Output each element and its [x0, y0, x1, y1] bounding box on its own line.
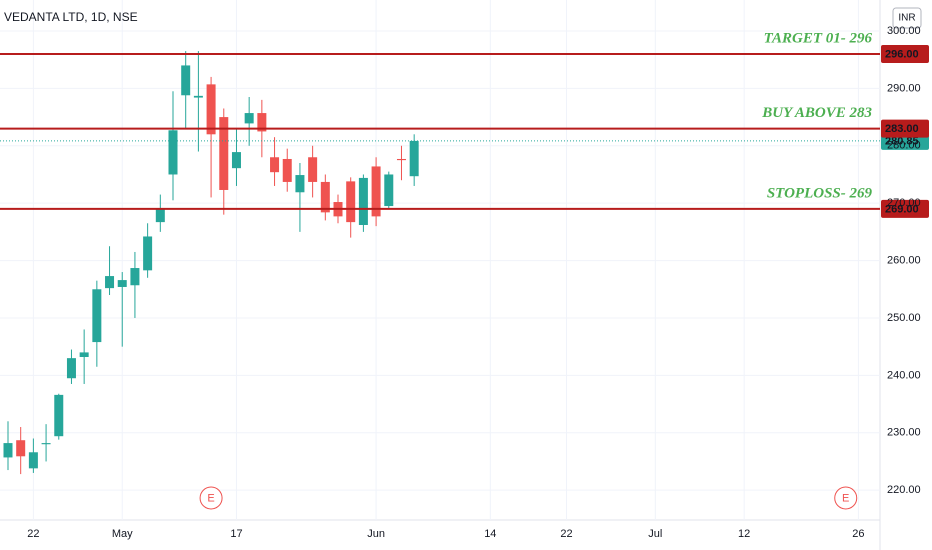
- event-label: E: [207, 492, 214, 504]
- x-tick-label: 22: [560, 528, 572, 540]
- candle-body: [282, 158, 292, 182]
- candle-body: [155, 208, 165, 223]
- level-tag: [881, 44, 929, 63]
- candle-body: [16, 440, 26, 457]
- candle-body: [28, 452, 38, 469]
- candle-body: [396, 158, 406, 161]
- level-tag: [881, 119, 929, 138]
- chart-title: VEDANTA LTD, 1D, NSE: [4, 10, 138, 24]
- candle-body: [384, 174, 394, 207]
- candle-body: [3, 443, 13, 458]
- candle-body: [257, 113, 267, 132]
- level-tag: [881, 199, 929, 218]
- y-tick-label: 300.00: [887, 25, 921, 37]
- candle-body: [270, 157, 280, 173]
- y-tick-label: 250.00: [887, 312, 921, 324]
- candle-body: [143, 236, 153, 271]
- candle-body: [92, 289, 102, 343]
- level-annotation: STOPLOSS- 269: [767, 185, 873, 201]
- candle-body: [105, 276, 115, 289]
- y-tick-label: 260.00: [887, 254, 921, 266]
- candle-body: [244, 113, 254, 124]
- level-label: 283.00: [885, 123, 919, 135]
- candle-body: [41, 443, 51, 445]
- overlay: 280.85 TARGET 01- 296 296.00 BUY ABOVE 283 2…: [0, 30, 929, 510]
- level-label: 269.00: [885, 203, 919, 215]
- x-tick-label: May: [112, 528, 133, 540]
- candle-body: [193, 95, 203, 98]
- candle-body: [117, 280, 127, 287]
- candle-body: [371, 166, 381, 217]
- event-marker[interactable]: [834, 486, 858, 510]
- candle-body: [168, 130, 178, 175]
- candle-body: [54, 394, 64, 437]
- y-tick-label: 240.00: [887, 369, 921, 381]
- x-tick-label: 12: [738, 528, 750, 540]
- level-annotation: TARGET 01- 296: [764, 30, 873, 46]
- y-tick-label: 220.00: [887, 484, 921, 496]
- x-tick-label: 22: [27, 528, 39, 540]
- level-annotation: BUY ABOVE 283: [761, 105, 872, 121]
- plot: [3, 51, 419, 475]
- candle-body: [206, 84, 216, 135]
- candle-body: [66, 358, 76, 379]
- currency-badge[interactable]: [892, 7, 922, 29]
- candle-body: [320, 181, 330, 213]
- y-tick-label: 290.00: [887, 82, 921, 94]
- candle-body: [308, 157, 318, 182]
- candle-body: [79, 352, 89, 357]
- y-tick-label: 230.00: [887, 427, 921, 439]
- event-label: E: [842, 492, 849, 504]
- candle-body: [409, 140, 419, 177]
- candle-body: [181, 65, 191, 96]
- x-tick-label: 14: [484, 528, 496, 540]
- grid: [0, 0, 880, 520]
- event-marker[interactable]: [199, 486, 223, 510]
- candle-body: [130, 268, 140, 286]
- candle-body: [346, 181, 356, 223]
- x-tick-label: 17: [230, 528, 242, 540]
- currency: INR: [898, 13, 915, 24]
- level-label: 296.00: [885, 48, 919, 60]
- y-tick-label: 270.00: [887, 197, 921, 209]
- candle-body: [358, 177, 368, 225]
- x-tick-label: Jul: [648, 528, 662, 540]
- x-tick-label: Jun: [367, 528, 385, 540]
- candle-body: [219, 117, 229, 190]
- x-tick-label: 26: [852, 528, 864, 540]
- last-price-label: 280.85: [885, 135, 919, 147]
- candle-body: [231, 152, 241, 169]
- y-tick-label: 280.00: [887, 140, 921, 152]
- candle-body: [295, 175, 305, 193]
